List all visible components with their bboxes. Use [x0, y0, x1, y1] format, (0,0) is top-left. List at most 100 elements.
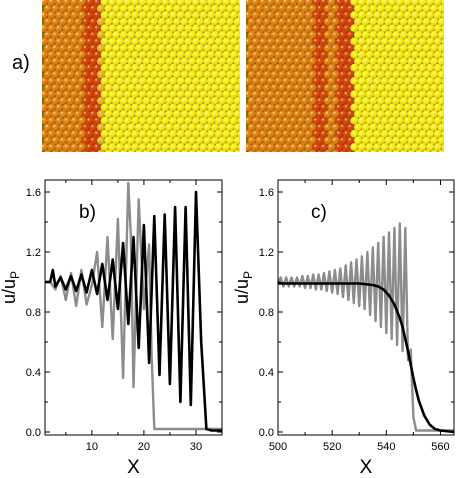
- atom: [237, 90, 240, 99]
- atom: [222, 37, 231, 46]
- atom: [308, 30, 317, 40]
- atom: [127, 57, 136, 66]
- atom: [430, 17, 439, 26]
- atom: [395, 77, 405, 86]
- atom: [108, 11, 117, 20]
- atom: [138, 0, 147, 7]
- atom: [55, 116, 64, 126]
- atom: [388, 90, 397, 99]
- atom: [108, 103, 117, 112]
- atom: [42, 90, 49, 99]
- atom: [131, 77, 140, 86]
- atom: [388, 37, 397, 46]
- atom: [195, 44, 204, 53]
- atom: [195, 83, 204, 93]
- atom: [278, 70, 287, 79]
- atom: [100, 90, 109, 99]
- atom: [199, 11, 208, 20]
- atom: [319, 129, 329, 139]
- atom: [407, 149, 416, 152]
- atom: [203, 17, 212, 26]
- atom: [184, 0, 193, 7]
- atom: [119, 70, 128, 79]
- atom: [214, 50, 223, 59]
- atom: [115, 50, 125, 59]
- atom: [207, 50, 216, 59]
- atom: [373, 37, 382, 46]
- atom: [418, 116, 427, 126]
- atom: [407, 57, 416, 66]
- atom: [142, 136, 151, 145]
- atom: [203, 110, 212, 119]
- atom: [331, 149, 340, 152]
- atom: [77, 77, 87, 86]
- atom: [161, 11, 170, 20]
- atom: [369, 4, 378, 13]
- atom: [411, 116, 420, 126]
- atom: [384, 96, 393, 106]
- atom: [214, 77, 223, 86]
- atom: [289, 37, 298, 46]
- atom: [388, 129, 397, 139]
- atom: [433, 11, 443, 20]
- atom: [207, 116, 216, 126]
- atom: [214, 90, 223, 99]
- atom: [195, 30, 204, 40]
- atom: [316, 70, 325, 79]
- atom: [93, 11, 102, 20]
- atom: [169, 116, 178, 126]
- atom: [392, 44, 401, 53]
- atom: [233, 57, 240, 66]
- atom: [134, 110, 144, 119]
- atom: [81, 136, 90, 145]
- atom: [146, 50, 155, 59]
- atom: [138, 143, 147, 152]
- atom: [131, 37, 140, 46]
- atom: [259, 63, 268, 73]
- atom: [184, 77, 193, 86]
- atom: [346, 96, 355, 106]
- atom: [247, 123, 256, 132]
- atom: [153, 63, 163, 73]
- atom: [222, 116, 231, 126]
- atom: [161, 0, 170, 7]
- atom: [278, 110, 287, 119]
- atom: [96, 136, 106, 145]
- atom: [399, 57, 408, 66]
- atom: [441, 116, 444, 125]
- atom: [184, 103, 193, 112]
- atoms-group: [42, 0, 240, 152]
- atom: [255, 136, 264, 145]
- atom: [278, 17, 287, 26]
- atom: [131, 63, 140, 73]
- atom: [380, 143, 389, 152]
- atom: [66, 44, 75, 53]
- atom: [361, 70, 370, 79]
- atom: [165, 83, 174, 93]
- y-tick-label: 1.6: [259, 187, 274, 199]
- atom: [81, 70, 90, 79]
- atom: [438, 149, 444, 152]
- atom: [131, 143, 140, 152]
- y-tick-label: 0.4: [259, 367, 274, 379]
- atom: [77, 11, 87, 20]
- atom: [81, 110, 90, 119]
- atom: [77, 63, 87, 73]
- atom: [384, 83, 393, 93]
- atom: [42, 129, 49, 139]
- atom: [127, 30, 136, 40]
- atom: [131, 90, 140, 99]
- atom: [127, 70, 136, 79]
- atom: [411, 103, 420, 112]
- atom: [281, 90, 291, 99]
- atom: [285, 17, 294, 26]
- atom: [199, 50, 208, 59]
- atom: [142, 70, 151, 79]
- atom: [142, 17, 151, 26]
- atom: [157, 136, 166, 145]
- atom: [229, 0, 239, 7]
- atom: [165, 4, 174, 13]
- atom: [161, 129, 170, 139]
- atom: [323, 123, 332, 132]
- atom: [308, 123, 317, 132]
